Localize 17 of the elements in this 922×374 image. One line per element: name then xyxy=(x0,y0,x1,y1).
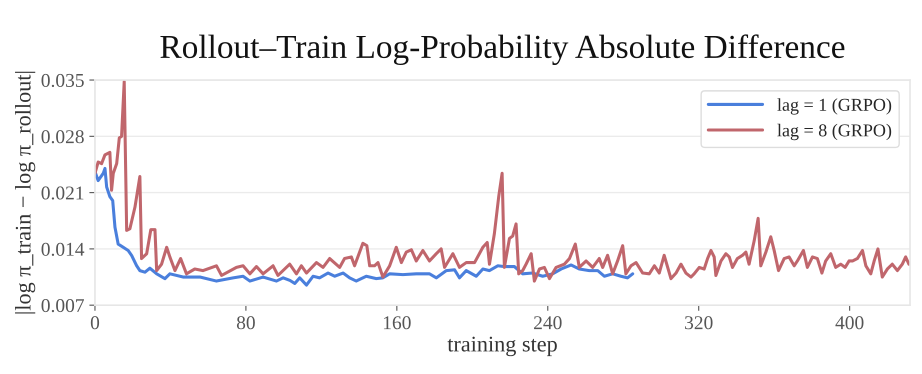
x-tick-label: 160 xyxy=(384,316,411,330)
y-tick-label: 0.014 xyxy=(42,242,84,256)
chart-title: Rollout–Train Log-Probability Absolute Difference xyxy=(160,34,844,66)
y-tick-label: 0.028 xyxy=(42,130,84,144)
line-series xyxy=(94,166,634,287)
x-tick-label: 240 xyxy=(534,316,562,330)
legend-label: lag = 8 (GRPO) xyxy=(777,124,892,140)
y-tick-label: 0.021 xyxy=(42,186,84,200)
x-tick-label: 0 xyxy=(90,316,100,330)
legend-label: lag = 1 (GRPO) xyxy=(777,98,892,115)
y-tick-label: 0.007 xyxy=(42,299,84,312)
y-axis-title: |log π_train − log π_rollout| xyxy=(15,72,36,314)
x-tick-label: 400 xyxy=(835,316,864,330)
x-tick-label: 80 xyxy=(236,316,255,330)
y-tick-label: 0.035 xyxy=(42,74,84,88)
x-tick-label: 320 xyxy=(685,316,713,330)
x-axis-title: training step xyxy=(447,336,557,356)
